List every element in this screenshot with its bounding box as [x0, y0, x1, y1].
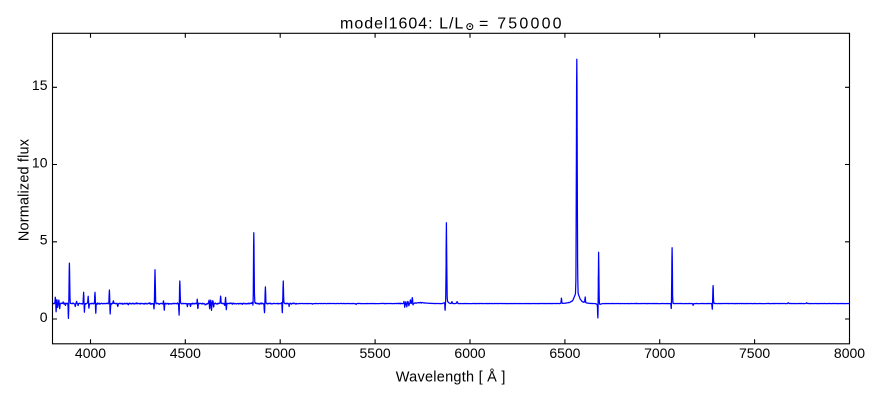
svg-text:7500: 7500: [739, 345, 770, 361]
svg-text:5500: 5500: [360, 345, 391, 361]
svg-text:10: 10: [32, 154, 48, 170]
svg-text:6000: 6000: [454, 345, 485, 361]
svg-text:7000: 7000: [644, 345, 675, 361]
svg-text:Wavelength [ Å ]: Wavelength [ Å ]: [396, 368, 506, 385]
svg-text:0: 0: [40, 309, 48, 325]
svg-text:15: 15: [32, 77, 48, 93]
svg-text:6500: 6500: [549, 345, 580, 361]
svg-text:= 750000: = 750000: [479, 15, 564, 32]
svg-text:4500: 4500: [170, 345, 201, 361]
svg-text:8000: 8000: [834, 345, 865, 361]
svg-text:5: 5: [40, 232, 48, 248]
svg-text:4000: 4000: [75, 345, 106, 361]
svg-text:5000: 5000: [265, 345, 296, 361]
svg-text:model1604: L/L: model1604: L/L: [340, 15, 464, 32]
svg-text:Normalized flux: Normalized flux: [17, 138, 33, 241]
